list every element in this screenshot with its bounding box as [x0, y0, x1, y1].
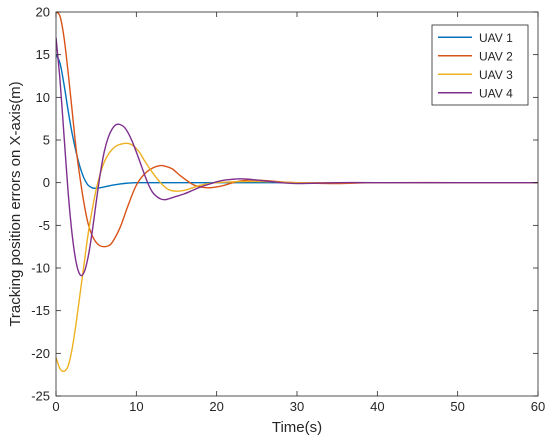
x-tick-label: 30	[290, 399, 304, 414]
x-tick-label: 50	[450, 399, 464, 414]
legend: UAV 1 UAV 2 UAV 3 UAV 4	[431, 24, 529, 106]
y-tick-label: -20	[31, 346, 50, 361]
y-tick-label: -15	[31, 303, 50, 318]
legend-label-uav-4: UAV 4	[479, 86, 513, 100]
series-line-uav-1	[56, 54, 538, 189]
x-axis-label: Time(s)	[272, 419, 322, 436]
y-tick-label: 20	[36, 5, 50, 20]
legend-label-uav-1: UAV 1	[479, 31, 513, 45]
y-tick-label: -25	[31, 389, 50, 404]
y-tick-label: 10	[36, 90, 50, 105]
x-tick-label: 10	[129, 399, 143, 414]
y-tick-label: 0	[43, 175, 50, 190]
y-tick-label: -10	[31, 261, 50, 276]
y-tick-label: 15	[36, 47, 50, 62]
y-tick-label: -5	[38, 218, 50, 233]
y-axis-label: Tracking position errors on X-axis(m)	[7, 81, 24, 326]
x-tick-label: 0	[52, 399, 59, 414]
legend-label-uav-3: UAV 3	[479, 68, 513, 82]
series-layer	[56, 12, 538, 373]
y-tick-label: 5	[43, 133, 50, 148]
x-tick-label: 20	[209, 399, 223, 414]
legend-box	[431, 24, 529, 106]
x-tick-label: 40	[370, 399, 384, 414]
x-tick-label: 60	[531, 399, 545, 414]
legend-label-uav-2: UAV 2	[479, 49, 513, 63]
ticks-layer: 0 10 20 30 40 50 60 -25 -20 -15 -10 -5 0 5 10 15 20	[31, 5, 545, 415]
series-line-uav-4	[56, 37, 538, 277]
